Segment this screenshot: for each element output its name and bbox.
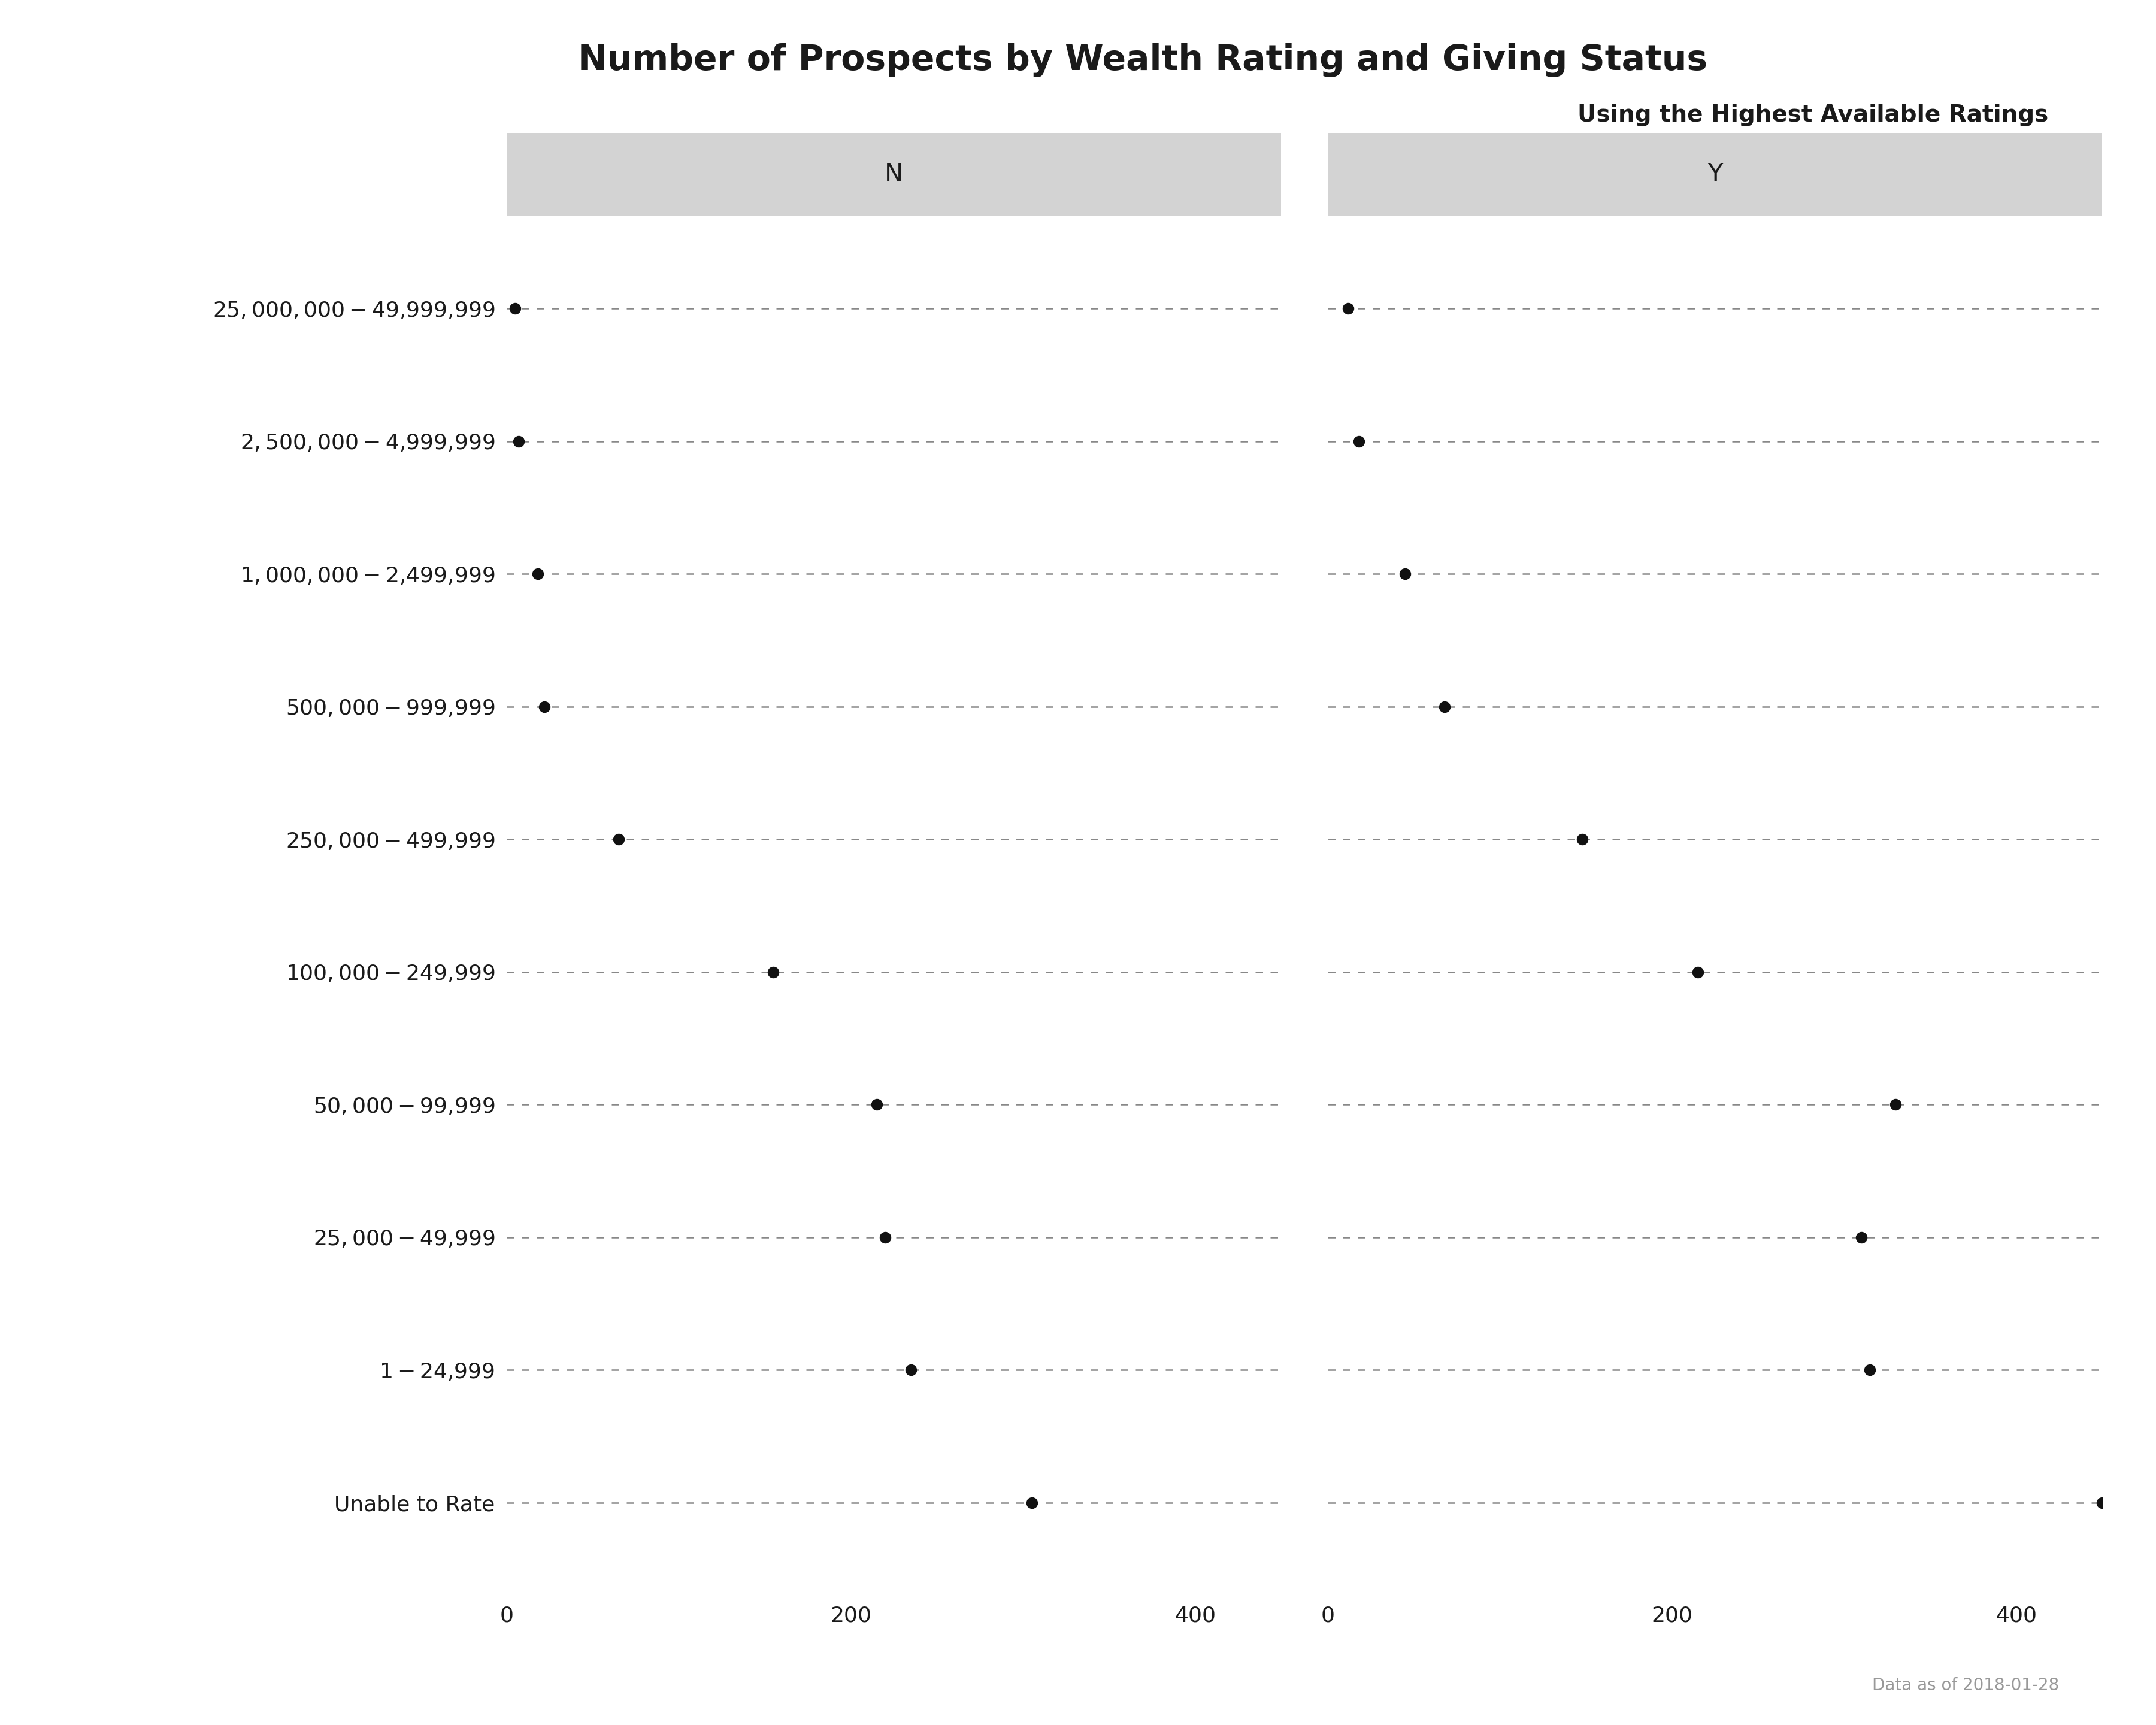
Text: N: N bbox=[884, 162, 903, 186]
Text: Using the Highest Available Ratings: Using the Highest Available Ratings bbox=[1578, 104, 2048, 126]
Text: Data as of 2018-01-28: Data as of 2018-01-28 bbox=[1871, 1677, 2059, 1694]
Text: Number of Prospects by Wealth Rating and Giving Status: Number of Prospects by Wealth Rating and… bbox=[578, 43, 1708, 78]
Text: Y: Y bbox=[1708, 162, 1723, 186]
